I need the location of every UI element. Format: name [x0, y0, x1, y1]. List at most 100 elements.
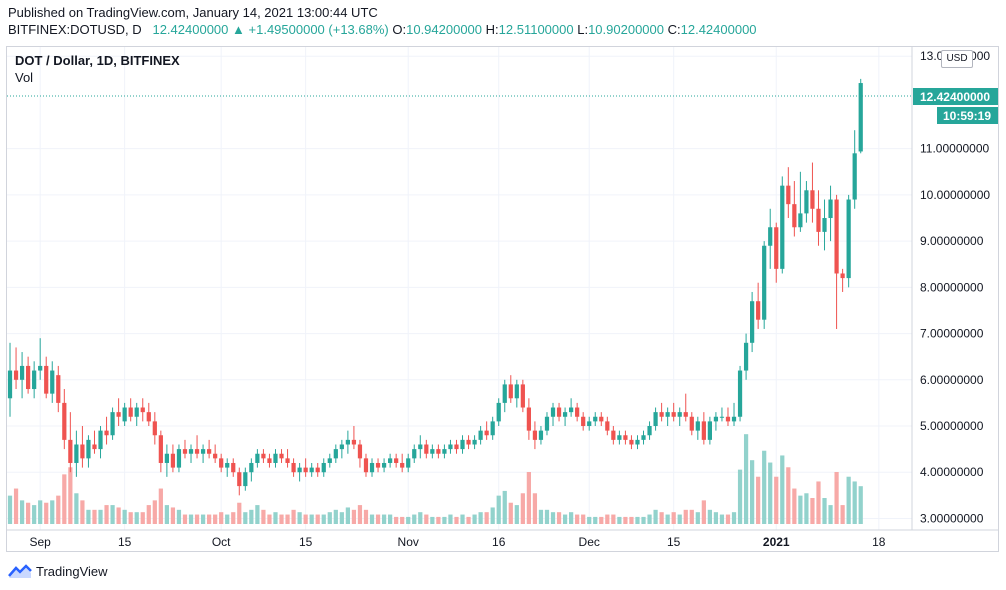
grid-lines: [7, 47, 912, 530]
open-value: 10.94200000: [406, 22, 483, 37]
volume-bar: [249, 509, 254, 524]
candle-body: [496, 402, 501, 422]
volume-bar: [231, 512, 236, 524]
candle-body: [309, 467, 314, 473]
candle-body: [285, 458, 290, 463]
low-label: L:: [577, 22, 589, 37]
volume-bar: [828, 505, 833, 524]
candle-body: [448, 444, 453, 450]
candle-body: [213, 453, 218, 459]
volume-bar: [478, 512, 483, 524]
volume-bar: [605, 514, 610, 524]
volume-bar: [116, 507, 121, 524]
volume-bar: [466, 516, 471, 524]
volume-bar: [309, 514, 314, 524]
x-tick-label: 15: [299, 535, 313, 549]
volume-bar: [490, 507, 495, 524]
x-axis-labels: Sep 15 Oct 15 Nov 16 Dec 15 2021 18: [30, 535, 886, 549]
candle-body: [665, 412, 670, 417]
volume-bar: [550, 512, 556, 524]
candle-body: [629, 439, 634, 445]
candle-body: [80, 444, 85, 459]
close-value: 12.42400000: [680, 22, 757, 37]
volume-bar: [321, 514, 326, 524]
candle-body: [68, 439, 73, 463]
candle-body: [514, 384, 519, 399]
volume-bar: [514, 505, 519, 524]
candle-body: [490, 421, 495, 436]
volume-bar: [261, 509, 266, 524]
candle-body: [345, 439, 350, 445]
candle-body: [261, 453, 266, 459]
candle-body: [357, 444, 363, 459]
volume-bar: [158, 488, 163, 524]
candle-body: [472, 439, 477, 445]
candle-body: [110, 412, 115, 436]
volume-bar: [731, 512, 737, 524]
candle-body: [544, 416, 550, 431]
volume-bar: [496, 495, 501, 524]
volume-bar: [351, 509, 357, 524]
candle-body: [116, 412, 121, 417]
volume-bar: [538, 509, 544, 524]
candle-body: [351, 439, 357, 445]
candle-body: [689, 416, 694, 431]
change-up-icon: ▲: [232, 22, 245, 37]
volume-bar: [381, 514, 387, 524]
candle-body: [569, 407, 574, 413]
high-label: H:: [485, 22, 499, 37]
candle-body: [13, 370, 19, 380]
candle-body: [701, 421, 706, 440]
candle-body: [122, 407, 127, 422]
volume-bar: [430, 516, 435, 524]
volume-bar: [74, 493, 79, 524]
volume-bar: [140, 512, 145, 524]
candle-body: [550, 407, 556, 417]
volume-bar: [641, 516, 646, 524]
candle-body: [442, 449, 447, 454]
chart-frame[interactable]: [6, 46, 999, 552]
candle-body: [611, 430, 616, 440]
candle-body: [641, 435, 646, 440]
candle-body: [436, 449, 441, 454]
candle-body: [695, 421, 700, 431]
volume-legend: Vol: [15, 70, 34, 85]
candle-body: [170, 453, 176, 468]
candle-body: [792, 204, 797, 228]
y-tick-label: 3.00000000: [920, 511, 984, 525]
currency-button[interactable]: USD: [941, 50, 973, 68]
volume-bar: [653, 509, 658, 524]
candle-body: [303, 467, 308, 473]
volume-bar: [80, 500, 85, 524]
volume-bar: [110, 505, 115, 524]
volume-bar: [593, 516, 598, 524]
volume-bar: [689, 509, 694, 524]
close-label: C:: [667, 22, 681, 37]
volume-bar: [695, 512, 700, 524]
volume-bar: [219, 512, 224, 524]
volume-bar: [737, 469, 743, 524]
candle-body: [538, 430, 544, 440]
candle-body: [104, 430, 109, 436]
footer-brand[interactable]: TradingView: [8, 563, 108, 579]
x-tick-label: Nov: [398, 535, 419, 549]
candle-body: [188, 449, 194, 454]
candle-body: [158, 435, 163, 463]
volume-bar: [768, 462, 773, 524]
candle-body: [846, 199, 851, 279]
volume-bar: [255, 505, 260, 524]
candle-body: [7, 370, 13, 399]
candle-body: [502, 384, 507, 403]
volume-bar: [303, 514, 308, 524]
candle-body: [466, 439, 471, 445]
volume-bar: [170, 507, 176, 524]
volume-bar: [92, 509, 97, 524]
candle-body: [182, 449, 188, 454]
candle-body: [647, 426, 652, 436]
candle-body: [671, 412, 676, 417]
y-tick-label: 10.00000000: [920, 188, 990, 202]
volume-bar: [599, 516, 604, 524]
volume-bar: [424, 514, 429, 524]
volume-bar: [363, 509, 369, 524]
